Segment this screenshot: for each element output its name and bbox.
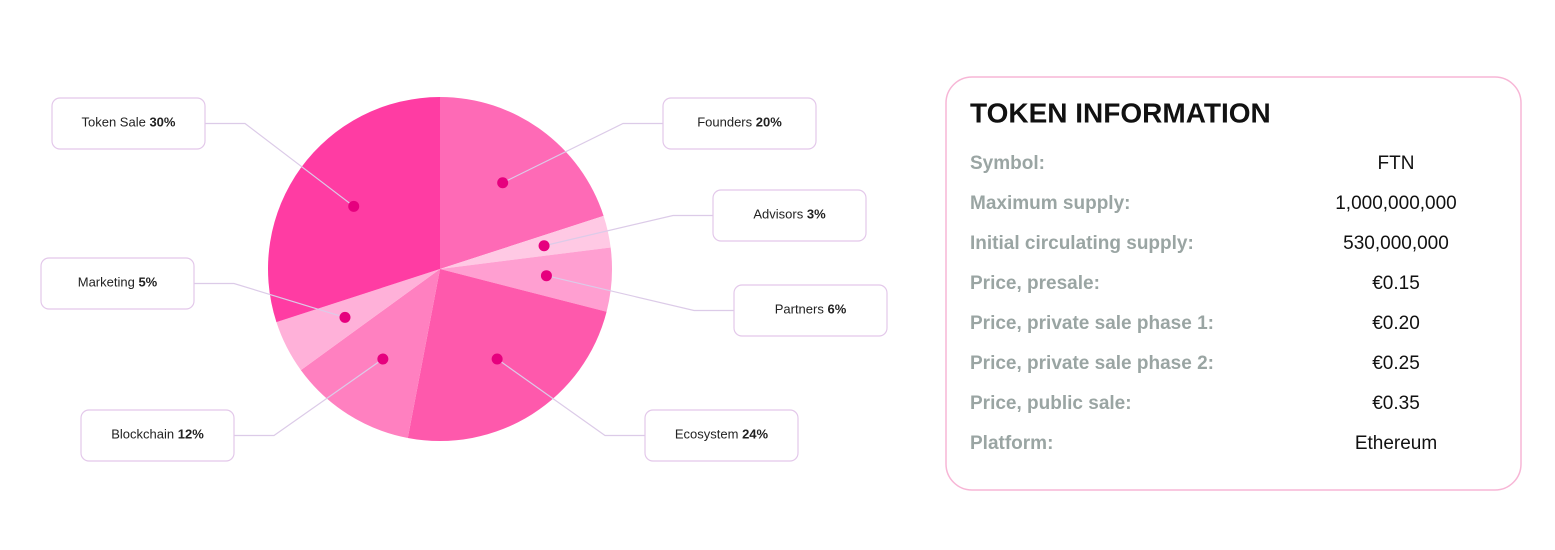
value-label: 12% — [178, 427, 204, 442]
category-name: Founders — [697, 115, 752, 130]
label-box — [644, 409, 799, 462]
info-value: €0.25 — [1372, 353, 1420, 374]
info-value: Ethereum — [1355, 433, 1437, 454]
category-name: Advisors — [753, 207, 803, 222]
info-title: TOKEN INFORMATION — [970, 97, 1271, 128]
pie-slice — [440, 215, 611, 269]
slice-label: Founders 20% — [697, 115, 782, 130]
info-value: 1,000,000,000 — [1335, 193, 1457, 214]
info-card — [945, 76, 1522, 491]
value-label: 30% — [149, 115, 175, 130]
info-label: Initial circulating supply: — [970, 233, 1194, 254]
info-label: Maximum supply: — [970, 193, 1130, 214]
slice-label: Blockchain 12% — [111, 427, 204, 442]
info-value: €0.35 — [1372, 393, 1420, 414]
slice-dot — [497, 177, 509, 189]
value-label: 24% — [742, 427, 768, 442]
label-box — [712, 189, 867, 242]
slice-dot — [339, 311, 351, 323]
leader-line — [546, 275, 734, 312]
label-box — [733, 284, 888, 337]
pie-chart: Founders 20% Advisors 3% Partners 6% Ecosys… — [40, 97, 888, 462]
leader-line — [502, 122, 663, 184]
leader-line — [234, 358, 384, 437]
pie-slice — [407, 269, 607, 441]
value-label: 5% — [138, 275, 157, 290]
value-label: 3% — [807, 207, 826, 222]
category-name: Ecosystem — [675, 427, 739, 442]
pie-slice — [440, 97, 604, 269]
value-label: 20% — [756, 115, 782, 130]
info-label: Symbol: — [970, 153, 1045, 174]
label-box — [80, 409, 235, 462]
info-label: Price, public sale: — [970, 393, 1132, 414]
slice-label: Ecosystem 24% — [675, 427, 769, 442]
pie-slice — [440, 247, 612, 312]
value-label: 6% — [827, 302, 846, 317]
pie-slice — [300, 269, 440, 438]
slice-label: Partners 6% — [775, 302, 847, 317]
label-box — [40, 257, 195, 310]
slice-label: Token Sale 30% — [82, 115, 176, 130]
info-label: Platform: — [970, 433, 1053, 454]
info-label: Price, private sale phase 2: — [970, 353, 1214, 374]
leader-line — [543, 214, 713, 247]
slice-label: Marketing 5% — [78, 275, 158, 290]
category-name: Blockchain — [111, 427, 174, 442]
slice-label: Advisors 3% — [753, 207, 826, 222]
slice-dot — [540, 270, 552, 282]
slice-dot — [538, 240, 550, 252]
label-box — [662, 97, 817, 150]
label-box — [51, 97, 206, 150]
slice-dot — [377, 353, 389, 365]
leader-line — [205, 122, 355, 207]
info-value: 530,000,000 — [1343, 233, 1449, 254]
info-rows: Symbol: FTN Maximum supply: 1,000,000,000 In… — [970, 153, 1457, 454]
leader-line — [496, 358, 645, 437]
info-value: FTN — [1378, 153, 1415, 174]
pie-slice — [276, 269, 440, 371]
info-label: Price, private sale phase 1: — [970, 313, 1214, 334]
info-value: €0.15 — [1372, 273, 1420, 294]
info-label: Price, presale: — [970, 273, 1100, 294]
category-name: Marketing — [78, 275, 135, 290]
info-value: €0.20 — [1372, 313, 1420, 334]
slice-dot — [348, 200, 360, 212]
leader-line — [194, 282, 346, 318]
slice-dot — [491, 353, 503, 365]
category-name: Partners — [775, 302, 825, 317]
category-name: Token Sale — [82, 115, 146, 130]
